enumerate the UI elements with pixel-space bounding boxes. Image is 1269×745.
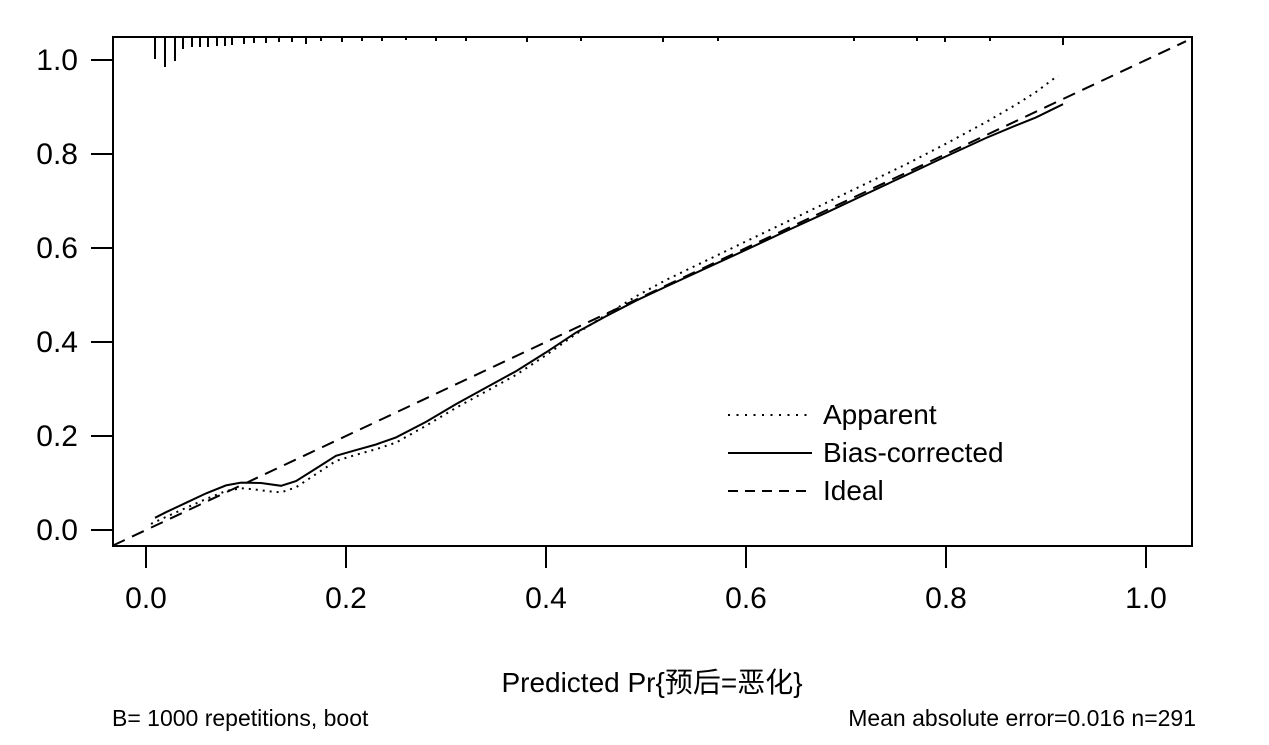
plot-border — [112, 36, 1193, 547]
y-tick-label: 0.8 — [36, 138, 78, 171]
legend-label-ideal: Ideal — [823, 475, 884, 506]
footnote-bootstrap: B= 1000 repetitions, boot — [112, 705, 369, 731]
x-tick-label: 1.0 — [1125, 582, 1167, 615]
x-tick-label: 0.0 — [125, 582, 167, 615]
x-tick-label: 0.4 — [525, 582, 567, 615]
x-axis: 0.0 0.2 0.4 0.6 0.8 1.0 — [125, 546, 1167, 615]
x-tick-label: 0.8 — [925, 582, 967, 615]
legend-label-apparent: Apparent — [823, 399, 937, 430]
legend-label-bias-corrected: Bias-corrected — [823, 437, 1004, 468]
footnote-mean-absolute-error: Mean absolute error=0.016 n=291 — [848, 705, 1196, 731]
legend: Apparent Bias-corrected Ideal — [728, 399, 1004, 506]
y-tick-label: 0.0 — [36, 514, 78, 547]
curve-series — [112, 40, 1187, 547]
series-ideal — [112, 40, 1187, 547]
x-tick-label: 0.6 — [725, 582, 767, 615]
y-axis: 0.0 0.2 0.4 0.6 0.8 1.0 — [36, 44, 113, 547]
y-tick-label: 0.4 — [36, 326, 78, 359]
y-tick-label: 0.2 — [36, 420, 78, 453]
x-tick-label: 0.2 — [325, 582, 367, 615]
rug-ticks — [154, 37, 1064, 67]
y-tick-label: 1.0 — [36, 44, 78, 77]
y-tick-label: 0.6 — [36, 232, 78, 265]
series-bias-corrected — [154, 103, 1064, 519]
x-axis-label: Predicted Pr{预后=恶化} — [501, 667, 802, 698]
